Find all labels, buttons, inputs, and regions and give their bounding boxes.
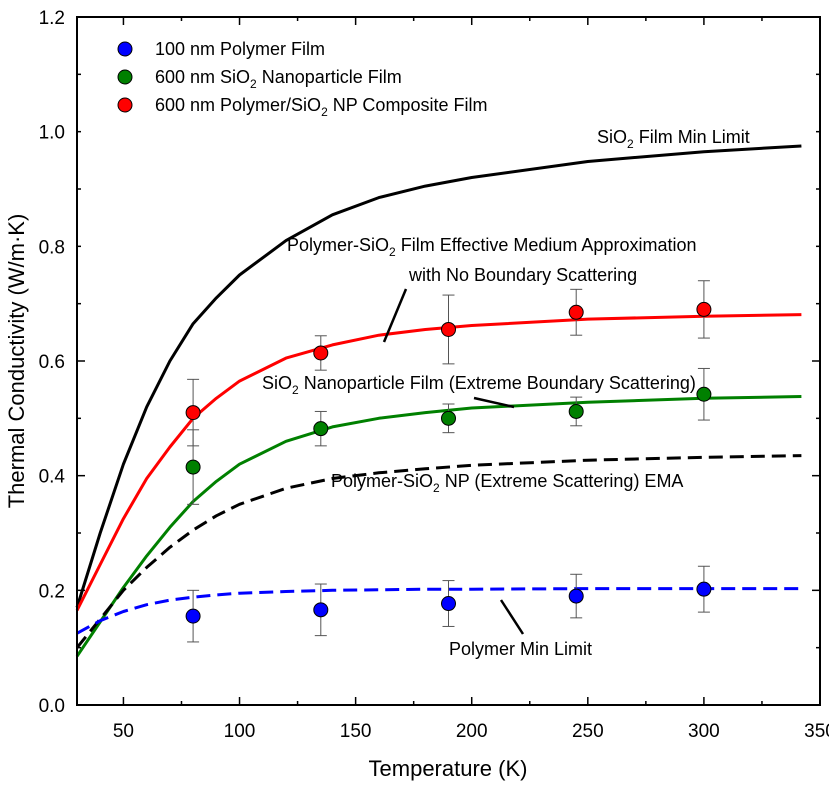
series-600-nm-sio2-nanoparticle-film — [185, 367, 712, 505]
curve-polymer-min-limit — [76, 587, 802, 635]
fit-curves — [75, 144, 802, 658]
annotation-polymer-min-limit: Polymer Min Limit — [449, 639, 592, 659]
data-point — [313, 602, 329, 618]
data-point — [696, 581, 712, 597]
curve-polymer-sio2-film-effective-medium-approximation-with-no-boundary-scattering — [75, 313, 802, 612]
data-point — [185, 608, 201, 624]
y-tick-label: 0.0 — [39, 696, 65, 717]
data-point — [313, 421, 329, 437]
legend-label-composite-film: 600 nm Polymer/SiO2 NP Composite Film — [155, 95, 487, 119]
y-tick-label: 1.0 — [39, 123, 65, 144]
data-points — [185, 280, 712, 643]
y-tick-label: 0.6 — [39, 352, 65, 373]
annotation-pointer-ema — [382, 288, 408, 343]
x-tick-label: 150 — [340, 721, 372, 742]
y-tick-label: 0.8 — [39, 237, 65, 258]
series-600-nm-polymer-sio2-np-composite-film — [185, 280, 712, 447]
data-point — [313, 345, 329, 361]
data-point — [568, 304, 584, 320]
annotation-sio2-np-film: SiO2 Nanoparticle Film (Extreme Boundary… — [262, 373, 696, 397]
annotation-ema-no-boundary-line1: Polymer-SiO2 Film Effective Medium Appro… — [287, 235, 696, 259]
data-point — [441, 321, 456, 337]
annotation-pointer-polymer-min — [499, 599, 525, 635]
curve-sio2-film-min-limit — [75, 144, 802, 608]
data-point — [185, 459, 201, 475]
legend-label-sio2-np-film: 600 nm SiO2 Nanoparticle Film — [155, 67, 402, 91]
axis-ticks: 50 100 150 200 250 300 350 0.0 0.2 0.4 0.6 0.8 1.0 1.… — [39, 8, 829, 742]
legend-marker-polymer-film — [117, 41, 133, 57]
x-axis-title: Temperature (K) — [369, 756, 528, 781]
data-point — [568, 588, 584, 604]
data-point — [185, 405, 201, 421]
legend-label-polymer-film: 100 nm Polymer Film — [155, 39, 325, 59]
data-point — [568, 403, 584, 419]
y-axis-title: Thermal Conductivity (W/m·K) — [4, 214, 29, 509]
data-point — [441, 410, 456, 426]
x-tick-label: 100 — [224, 721, 256, 742]
curve-annotations: SiO2 Film Min Limit Polymer-SiO2 Film Ef… — [262, 127, 750, 659]
x-tick-label: 350 — [804, 721, 829, 742]
y-tick-label: 0.2 — [39, 581, 65, 602]
data-point — [696, 386, 712, 402]
data-point — [696, 301, 712, 317]
series-100-nm-polymer-film — [185, 565, 712, 643]
legend-marker-composite-film — [117, 97, 133, 113]
x-tick-label: 300 — [688, 721, 720, 742]
x-tick-label: 200 — [456, 721, 488, 742]
curve-polymer-sio2-np-extreme-scattering-ema — [75, 454, 802, 649]
curve-sio2-nanoparticle-film-extreme-boundary-scattering — [75, 395, 802, 658]
x-tick-label: 50 — [113, 721, 134, 742]
annotation-extreme-ema: Polymer-SiO2 NP (Extreme Scattering) EMA — [331, 471, 683, 495]
y-tick-label: 0.4 — [39, 467, 66, 488]
legend-marker-sio2-np-film — [117, 69, 133, 85]
annotation-pointer-sio2-np — [473, 396, 515, 409]
data-point — [441, 596, 456, 612]
legend: 100 nm Polymer Film 600 nm SiO2 Nanopart… — [117, 39, 487, 119]
annotation-ema-no-boundary-line2: with No Boundary Scattering — [408, 265, 637, 285]
x-tick-label: 250 — [572, 721, 604, 742]
annotation-sio2-film-min-limit: SiO2 Film Min Limit — [597, 127, 750, 151]
y-tick-label: 1.2 — [39, 8, 65, 29]
